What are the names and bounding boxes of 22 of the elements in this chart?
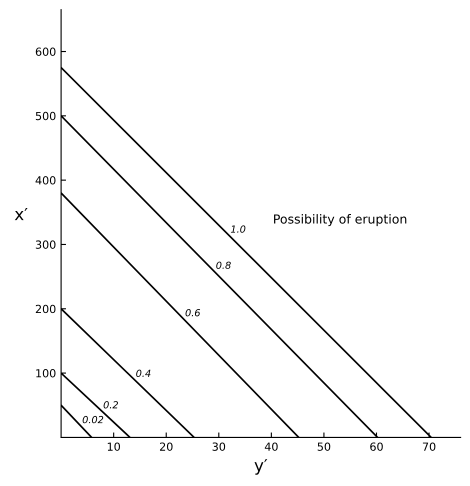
x-tick-label: 60 — [370, 442, 383, 451]
series-label: 1.0 — [230, 225, 246, 233]
x-tick-label: 50 — [318, 442, 330, 451]
y-axis-title: x′ — [14, 208, 28, 220]
x-tick-label: 20 — [160, 442, 173, 451]
annotation: Possibility of eruption — [274, 214, 406, 226]
y-tick-label: 600 — [36, 48, 56, 56]
x-axis-title: y′ — [254, 459, 268, 475]
y-tick-label: 100 — [36, 369, 56, 378]
y-tick-label: 300 — [36, 240, 56, 249]
y-tick-label: 500 — [36, 112, 56, 120]
x-tick-label: 40 — [264, 442, 278, 451]
x-tick-label: 10 — [108, 442, 120, 451]
y-tick-label: 400 — [36, 176, 56, 185]
x-tick-label: 30 — [212, 442, 226, 451]
series-label: 0.6 — [186, 309, 200, 316]
series-label: 0.02 — [82, 416, 104, 424]
y-tick-label: 200 — [36, 304, 56, 314]
series-label: 0.4 — [136, 370, 150, 377]
series-label: 0.8 — [216, 262, 231, 269]
series-label: 0.2 — [104, 401, 118, 408]
x-tick-label: 70 — [422, 442, 436, 451]
